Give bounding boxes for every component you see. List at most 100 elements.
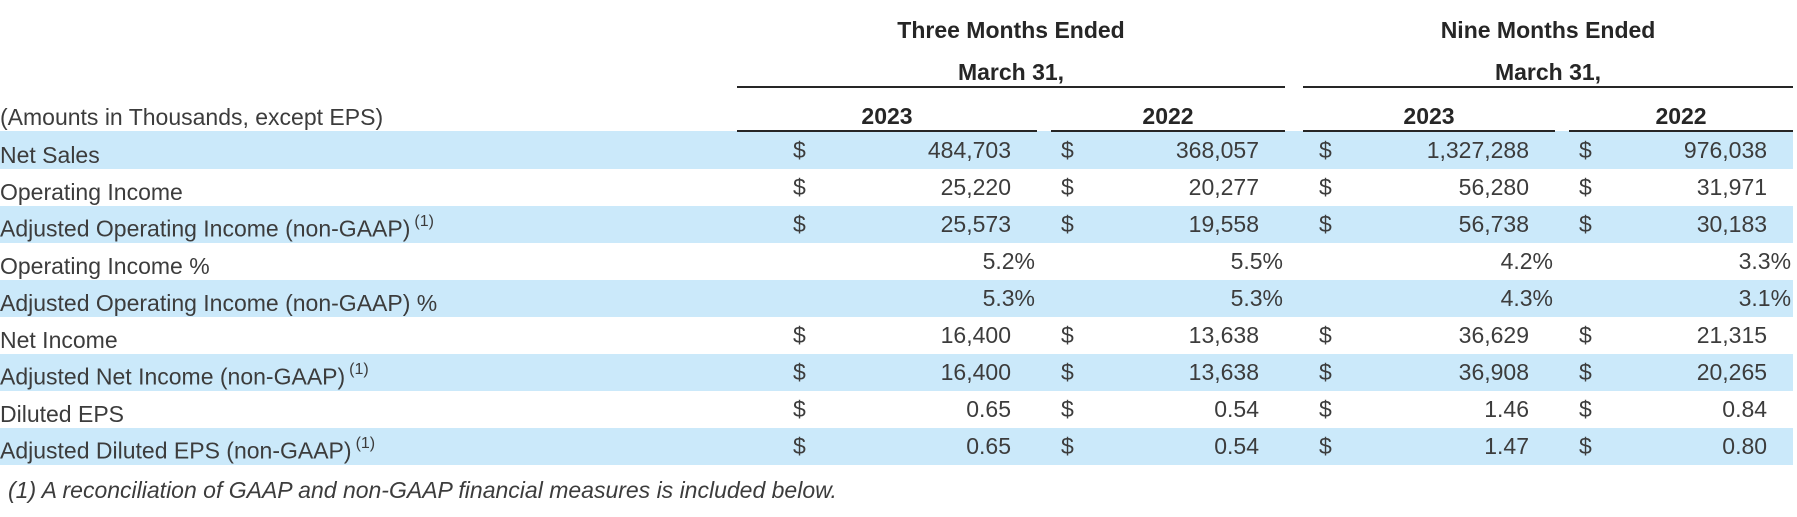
currency-symbol: $ xyxy=(1319,174,1332,200)
year-header-3m-2022: 2022 xyxy=(1051,87,1286,132)
table-row-net-sales: Net Sales $484,703 $368,057 $1,327,288 $… xyxy=(0,131,1794,169)
table-row-net-income: Net Income $16,400 $13,638 $36,629 $21,3… xyxy=(0,317,1793,354)
table-row-adjusted-operating-income: Adjusted Operating Income (non-GAAP) (1) … xyxy=(0,206,1794,243)
currency-symbol: $ xyxy=(1319,322,1332,348)
row-label-text: Net Sales xyxy=(0,142,100,168)
value-cell: 20,277 xyxy=(1188,174,1260,200)
row-label: Diluted EPS xyxy=(0,391,737,428)
value-cell: 1.47 xyxy=(1484,433,1530,459)
value-cell: 20,265 xyxy=(1696,359,1768,385)
value-cell: 368,057 xyxy=(1175,137,1260,163)
column-gap xyxy=(1285,169,1303,206)
currency-symbol: $ xyxy=(1579,137,1592,163)
value-cell: 0.65 xyxy=(966,433,1011,459)
column-gap xyxy=(1555,206,1569,243)
column-gap xyxy=(1037,131,1051,169)
column-gap xyxy=(1555,131,1569,169)
currency-symbol: $ xyxy=(793,396,806,422)
value-cell: 4.2% xyxy=(1500,248,1554,274)
currency-symbol: $ xyxy=(1319,211,1332,237)
row-label: Net Income xyxy=(0,317,737,354)
currency-symbol: $ xyxy=(1319,396,1332,422)
column-gap xyxy=(1037,169,1051,206)
value-cell: 976,038 xyxy=(1683,137,1768,163)
value-cell: 0.84 xyxy=(1722,396,1768,422)
row-label: Net Sales xyxy=(0,131,737,169)
table-row-diluted-eps: Diluted EPS $0.65 $0.54 $1.46 $0.84 xyxy=(0,391,1793,428)
value-cell: 3.3% xyxy=(1738,248,1792,274)
value-cell: 30,183 xyxy=(1696,211,1768,237)
row-label: Adjusted Net Income (non-GAAP) (1) xyxy=(0,354,737,391)
value-cell: 56,280 xyxy=(1458,174,1530,200)
value-cell: 31,971 xyxy=(1696,174,1768,200)
column-gap xyxy=(1037,280,1051,317)
value-cell: 16,400 xyxy=(940,322,1011,348)
table-row-operating-income-pct: Operating Income % 5.2% 5.5% 4.2% 3.3% xyxy=(0,243,1793,280)
column-gap xyxy=(1285,280,1303,317)
value-cell: 0.54 xyxy=(1214,433,1260,459)
spacer-cell xyxy=(0,44,737,87)
currency-symbol: $ xyxy=(1061,433,1074,459)
column-gap xyxy=(1037,354,1051,391)
column-gap xyxy=(1555,280,1569,317)
financial-results-table: Three Months Ended Nine Months Ended Mar… xyxy=(0,8,1794,465)
column-gap xyxy=(1285,87,1303,131)
row-label-text: Diluted EPS xyxy=(0,401,125,427)
currency-symbol: $ xyxy=(793,433,806,459)
year-header-row: (Amounts in Thousands, except EPS) 2023 … xyxy=(0,87,1794,132)
currency-symbol: $ xyxy=(793,211,806,237)
value-cell: 13,638 xyxy=(1188,322,1260,348)
footnote-ref: (1) xyxy=(349,361,369,379)
column-gap xyxy=(1555,169,1569,206)
value-cell: 5.2% xyxy=(982,248,1035,274)
column-gap xyxy=(1037,87,1051,131)
row-label-text: Adjusted Net Income (non-GAAP) xyxy=(0,364,346,390)
value-cell: 25,220 xyxy=(940,174,1011,200)
row-label-text: Adjusted Operating Income (non-GAAP) % xyxy=(0,290,438,316)
footnote-ref: (1) xyxy=(355,435,376,453)
column-gap xyxy=(1285,206,1303,243)
row-label: Operating Income xyxy=(0,169,737,206)
row-label-text: Operating Income xyxy=(0,179,183,205)
currency-symbol: $ xyxy=(793,359,806,385)
period-header-row: Three Months Ended Nine Months Ended xyxy=(0,8,1793,44)
currency-symbol: $ xyxy=(1061,396,1074,422)
column-gap xyxy=(1555,317,1569,354)
currency-symbol: $ xyxy=(1579,433,1592,459)
currency-symbol: $ xyxy=(1579,322,1592,348)
column-gap xyxy=(1037,391,1051,428)
column-gap xyxy=(1555,354,1569,391)
currency-symbol: $ xyxy=(1061,322,1074,348)
row-label: Adjusted Operating Income (non-GAAP) % xyxy=(0,280,737,317)
value-cell: 5.3% xyxy=(1230,285,1284,311)
table-row-adjusted-operating-income-pct: Adjusted Operating Income (non-GAAP) % 5… xyxy=(0,280,1794,317)
row-label-text: Adjusted Diluted EPS (non-GAAP) xyxy=(0,438,352,464)
value-cell: 0.54 xyxy=(1214,396,1260,422)
currency-symbol: $ xyxy=(1579,211,1592,237)
footnote: (1) A reconciliation of GAAP and non-GAA… xyxy=(8,477,837,503)
column-gap xyxy=(1285,428,1303,465)
row-label-text: Net Income xyxy=(0,327,118,353)
value-cell: 36,908 xyxy=(1458,359,1530,385)
currency-symbol: $ xyxy=(1061,174,1074,200)
column-gap xyxy=(1285,391,1303,428)
value-cell: 484,703 xyxy=(927,137,1011,163)
currency-symbol: $ xyxy=(793,174,806,200)
row-label: Operating Income % xyxy=(0,243,737,280)
currency-symbol: $ xyxy=(1579,396,1592,422)
value-cell: 1,327,288 xyxy=(1426,137,1530,163)
value-cell: 56,738 xyxy=(1458,211,1530,237)
currency-symbol: $ xyxy=(1061,359,1074,385)
currency-symbol: $ xyxy=(1061,211,1074,237)
value-cell: 0.80 xyxy=(1722,433,1768,459)
currency-symbol: $ xyxy=(1579,359,1592,385)
year-header-3m-2023: 2023 xyxy=(737,87,1037,132)
value-cell: 21,315 xyxy=(1696,322,1768,348)
currency-symbol: $ xyxy=(1319,433,1332,459)
currency-symbol: $ xyxy=(1579,174,1592,200)
period-subheader-row: March 31, March 31, xyxy=(0,44,1794,88)
currency-symbol: $ xyxy=(1319,137,1332,163)
column-gap xyxy=(1037,428,1051,465)
table-row-adjusted-diluted-eps: Adjusted Diluted EPS (non-GAAP) (1) $0.65… xyxy=(0,428,1794,465)
